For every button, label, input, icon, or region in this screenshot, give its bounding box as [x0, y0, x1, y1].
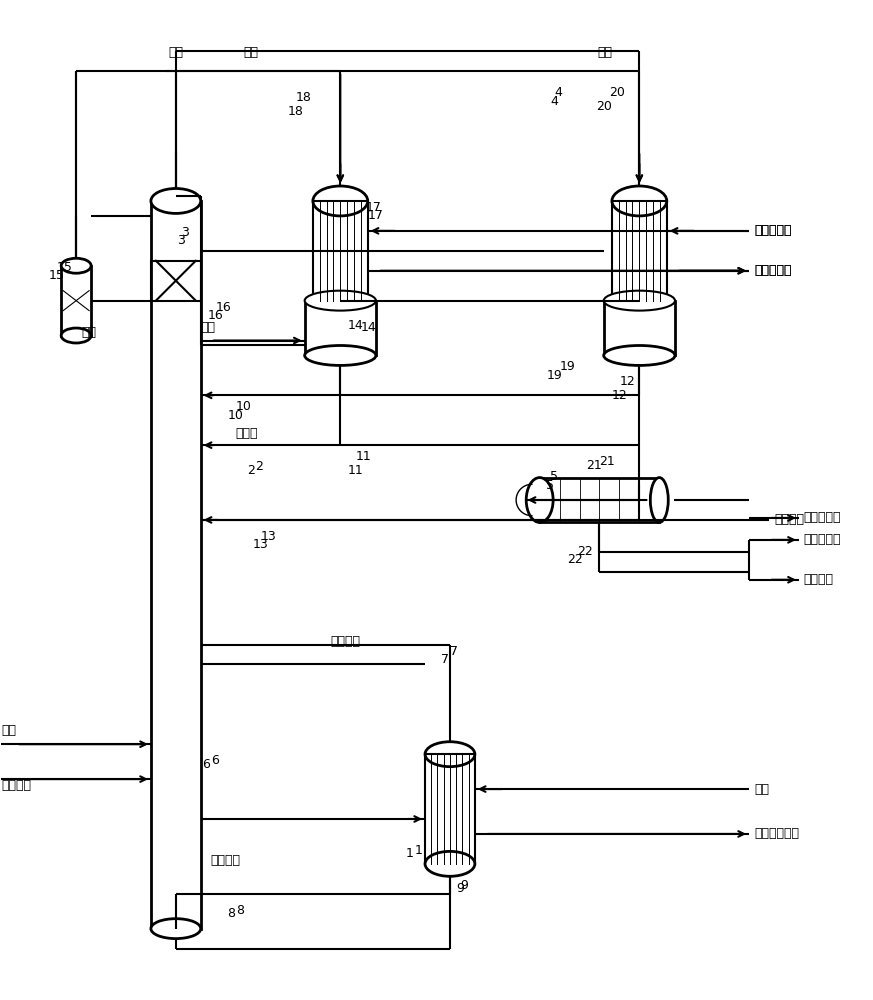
Text: 18: 18 — [295, 91, 312, 104]
Text: 7: 7 — [450, 645, 458, 658]
Text: 8: 8 — [236, 904, 244, 917]
Bar — [540, 478, 659, 522]
Text: 氨汽: 氨汽 — [81, 326, 96, 339]
Text: 热媒: 热媒 — [754, 783, 769, 796]
Ellipse shape — [650, 478, 668, 522]
Text: 11: 11 — [355, 450, 371, 463]
Ellipse shape — [425, 742, 475, 767]
Text: 循环水上水: 循环水上水 — [754, 224, 792, 237]
Text: 3: 3 — [181, 226, 189, 239]
Bar — [425, 754, 475, 864]
Text: 产品氨水: 产品氨水 — [804, 573, 834, 586]
Text: 15: 15 — [48, 269, 64, 282]
Bar — [305, 301, 376, 355]
Text: 蒸汽: 蒸汽 — [2, 724, 17, 737]
Ellipse shape — [151, 188, 201, 213]
Text: 循环水回水: 循环水回水 — [804, 511, 842, 524]
Text: 9: 9 — [456, 882, 464, 895]
Text: 2: 2 — [256, 460, 264, 473]
Text: 4: 4 — [554, 86, 562, 99]
Text: 18: 18 — [287, 105, 304, 118]
Text: 17: 17 — [368, 209, 383, 222]
Text: 20: 20 — [609, 86, 625, 99]
Text: 22: 22 — [578, 545, 594, 558]
Bar — [151, 261, 201, 301]
Text: 15: 15 — [56, 261, 72, 274]
Text: 12: 12 — [620, 375, 636, 388]
Text: 6: 6 — [202, 758, 210, 771]
Text: 氨汽: 氨汽 — [243, 46, 258, 59]
Ellipse shape — [604, 345, 675, 365]
Text: 14: 14 — [361, 321, 376, 334]
Ellipse shape — [305, 291, 376, 311]
Text: 1: 1 — [415, 844, 423, 857]
Text: 21: 21 — [600, 455, 615, 468]
Text: 21: 21 — [587, 459, 602, 472]
Text: 磷铵富液: 磷铵富液 — [774, 513, 804, 526]
Text: 换热后的热媒: 换热后的热媒 — [754, 827, 799, 840]
Text: 6: 6 — [210, 754, 218, 767]
Bar — [61, 266, 91, 336]
Ellipse shape — [526, 478, 553, 522]
Text: 循环水回水: 循环水回水 — [754, 264, 792, 277]
Ellipse shape — [612, 186, 667, 216]
Ellipse shape — [151, 919, 201, 939]
Ellipse shape — [61, 258, 91, 273]
Bar — [313, 201, 368, 301]
Text: 9: 9 — [460, 879, 468, 892]
Ellipse shape — [313, 186, 368, 216]
Text: 氨汽: 氨汽 — [201, 321, 216, 334]
Text: 5: 5 — [550, 470, 558, 483]
Text: 20: 20 — [596, 100, 612, 113]
Text: 贫液蒸汽: 贫液蒸汽 — [330, 635, 361, 648]
Text: 1: 1 — [406, 847, 414, 860]
Text: 12: 12 — [612, 389, 628, 402]
Text: 循环水回水: 循环水回水 — [754, 264, 792, 277]
Text: 13: 13 — [260, 530, 277, 543]
Text: 冷凝液: 冷凝液 — [236, 427, 258, 440]
Text: 17: 17 — [365, 201, 382, 214]
Text: 氨汽: 氨汽 — [597, 46, 612, 59]
Text: 磷铵贫液: 磷铵贫液 — [2, 779, 31, 792]
Text: 14: 14 — [347, 319, 363, 332]
Text: 22: 22 — [567, 553, 582, 566]
Ellipse shape — [425, 851, 475, 876]
Text: 循环水上水: 循环水上水 — [804, 533, 842, 546]
Bar — [604, 301, 675, 355]
Text: 19: 19 — [560, 360, 575, 373]
Ellipse shape — [305, 345, 376, 365]
Ellipse shape — [604, 291, 675, 311]
Text: 13: 13 — [252, 538, 268, 551]
Text: 10: 10 — [228, 409, 244, 422]
Bar — [612, 201, 667, 301]
Text: 3: 3 — [177, 234, 185, 247]
Text: 11: 11 — [347, 464, 363, 477]
Text: 10: 10 — [236, 400, 251, 413]
Text: 5: 5 — [546, 479, 553, 492]
Text: 16: 16 — [208, 309, 223, 322]
Text: 8: 8 — [227, 907, 235, 920]
Text: 磷铵贫液: 磷铵贫液 — [210, 854, 241, 867]
Text: 氨汽: 氨汽 — [168, 46, 183, 59]
Text: 19: 19 — [546, 369, 562, 382]
Bar — [151, 201, 201, 929]
Text: 2: 2 — [247, 464, 255, 477]
Ellipse shape — [61, 328, 91, 343]
Text: 4: 4 — [551, 95, 559, 108]
Text: 循环水上水: 循环水上水 — [754, 224, 792, 237]
Text: 16: 16 — [216, 301, 231, 314]
Text: 7: 7 — [441, 653, 449, 666]
